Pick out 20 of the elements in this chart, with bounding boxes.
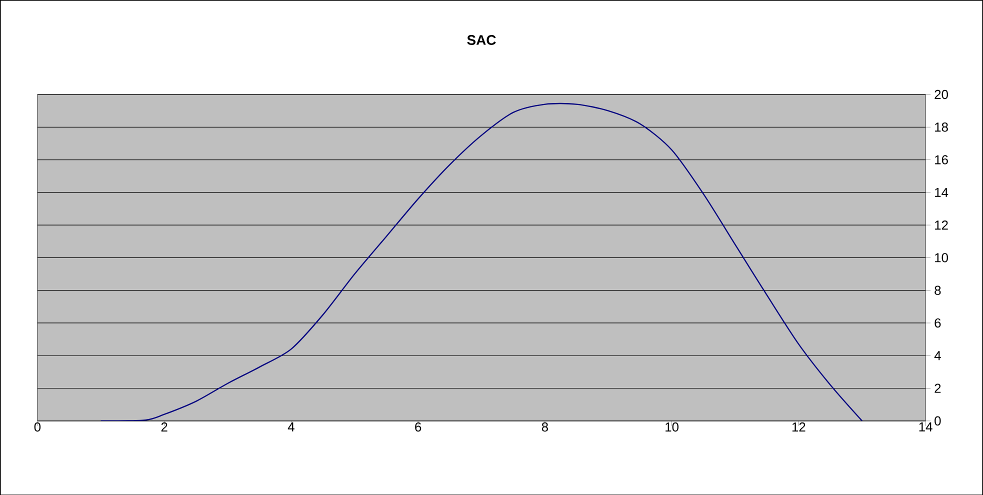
y-tick-label: 10 [935, 252, 948, 262]
y-tick-label: 8 [934, 286, 941, 295]
y-tick-label: 0 [934, 416, 941, 426]
x-tick-label: 10 [666, 422, 679, 432]
y-tick-label: 6 [934, 318, 941, 328]
x-tick-label: 14 [919, 422, 932, 432]
y-tick-label: 20 [934, 90, 948, 99]
x-tick-label: 2 [161, 422, 168, 432]
y-tick-label: 18 [935, 122, 948, 132]
x-tick-label: 6 [415, 422, 422, 432]
y-tick-label: 14 [935, 188, 948, 197]
x-tick-label: 12 [792, 422, 806, 432]
y-tick-label: 16 [935, 155, 948, 164]
x-tick-label: 4 [288, 422, 294, 432]
y-tick-label: 12 [935, 220, 948, 230]
x-tick-label: 0 [34, 422, 41, 432]
chart-title: SAC [467, 34, 496, 45]
y-tick-label: 4 [934, 350, 941, 360]
y-tick-label: 2 [934, 384, 941, 393]
x-tick-label: 8 [542, 422, 548, 432]
